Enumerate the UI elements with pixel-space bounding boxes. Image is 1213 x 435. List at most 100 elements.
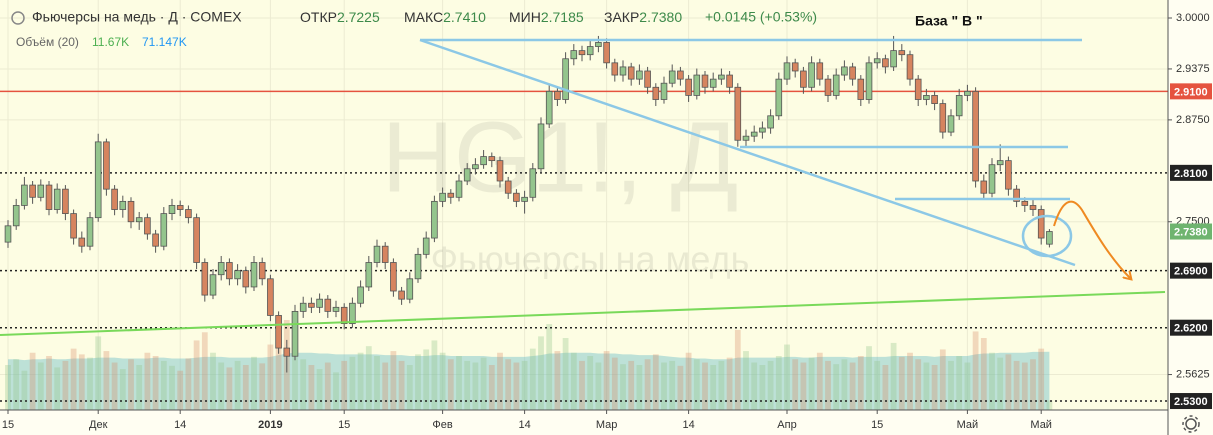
candle-body xyxy=(882,58,889,68)
volume-bar xyxy=(234,360,241,410)
volume-bar xyxy=(95,336,102,410)
candle-body xyxy=(668,70,676,84)
candle-body xyxy=(775,78,783,117)
candle-body xyxy=(29,184,36,198)
volume-bar xyxy=(726,357,733,410)
candle-body xyxy=(209,274,217,296)
candle-body xyxy=(832,74,840,96)
candle-body xyxy=(390,262,397,292)
volume-bar xyxy=(382,362,389,410)
candle-body xyxy=(873,58,881,64)
volume-bar xyxy=(611,357,618,410)
candle-body xyxy=(332,306,340,312)
candle-body xyxy=(21,184,28,206)
candle-body xyxy=(767,115,774,129)
candle-body xyxy=(324,298,332,312)
volume-bar xyxy=(300,359,307,410)
candle-body xyxy=(1037,209,1045,239)
settings-icon[interactable] xyxy=(1182,415,1200,433)
volume-ma-area xyxy=(8,351,1050,410)
settings-gear[interactable] xyxy=(1185,418,1197,430)
candle-body xyxy=(996,160,1004,166)
candle-body xyxy=(972,90,979,182)
x-tick-label: 14 xyxy=(174,419,186,431)
volume-bar xyxy=(447,359,454,410)
candle-body xyxy=(709,78,717,88)
volume-label: Объём (20) xyxy=(16,35,79,49)
candle-body xyxy=(857,78,865,100)
volume-bar xyxy=(37,362,44,410)
x-tick-label: Апр xyxy=(777,419,796,431)
candle-body xyxy=(103,141,110,190)
candle-body xyxy=(693,74,701,96)
volume-bar xyxy=(743,351,749,410)
volume-bar xyxy=(423,349,430,410)
y-tick-label: 2.8750 xyxy=(1176,114,1210,126)
level-label-bg xyxy=(1170,83,1212,100)
volume-bar xyxy=(308,365,315,410)
volume-bar xyxy=(119,369,126,410)
volume-bar xyxy=(29,352,36,410)
volume-bar xyxy=(669,360,676,410)
candle-body xyxy=(463,168,471,182)
volume-bar xyxy=(964,362,971,410)
volume-bar xyxy=(62,360,69,410)
x-tick-label: Май xyxy=(1030,419,1052,431)
x-tick-label: 14 xyxy=(682,419,694,431)
candle-body xyxy=(431,200,438,239)
candle-body xyxy=(644,70,651,88)
series-layer: HG1!, Д Фьючерсы на медь xyxy=(0,0,1168,410)
candle-body xyxy=(504,180,512,194)
volume-bar xyxy=(1021,362,1028,410)
volume-bar xyxy=(1038,348,1045,410)
candle-body xyxy=(439,192,446,202)
settings-gear-teeth[interactable] xyxy=(1182,415,1200,433)
candle-body xyxy=(472,164,479,170)
collapse-icon[interactable] xyxy=(11,11,25,25)
candle-body xyxy=(4,225,12,243)
candle-body xyxy=(70,213,77,239)
candle-body xyxy=(816,62,824,80)
candle-body xyxy=(226,262,233,280)
candle-body xyxy=(939,103,947,133)
volume-bar xyxy=(1046,400,1053,410)
volume-bar xyxy=(439,352,446,410)
candle-body xyxy=(119,200,127,210)
volume-bar xyxy=(652,354,659,410)
candle-body xyxy=(988,164,996,194)
volume-bar xyxy=(718,360,725,410)
candle-body xyxy=(455,180,463,198)
candle-body xyxy=(127,200,135,223)
x-tick-label: Дек xyxy=(89,419,108,431)
volume-bar xyxy=(866,346,872,410)
volume-bar xyxy=(628,360,635,410)
volume-bar xyxy=(923,362,930,410)
y-tick-label: 3.0000 xyxy=(1176,12,1210,24)
volume-value: 11.67K xyxy=(92,35,129,49)
time-axis-background xyxy=(0,410,1168,435)
volume-bar xyxy=(980,338,987,410)
volume-bar xyxy=(365,346,372,410)
volume-bar xyxy=(538,336,544,410)
volume-bar xyxy=(136,365,143,410)
volume-bar xyxy=(710,365,717,410)
candle-body xyxy=(193,217,200,263)
symbol-title: Фьючерсы на медь · Д · COMEX xyxy=(32,9,242,25)
candle-body xyxy=(144,217,151,235)
candle-body xyxy=(414,253,422,280)
volume-bar xyxy=(406,365,413,410)
volume-bar xyxy=(456,356,462,410)
candle-body xyxy=(636,70,643,80)
candle-body xyxy=(627,66,635,80)
trend-line-green xyxy=(0,291,1166,336)
candle-body xyxy=(398,290,405,300)
volume-bar xyxy=(390,351,397,410)
price-axis-background xyxy=(1168,0,1213,435)
candle-body xyxy=(931,95,938,104)
candle-body xyxy=(217,262,225,276)
volume-bar xyxy=(185,358,192,410)
candle-body xyxy=(496,160,504,182)
volume-bar xyxy=(242,365,249,410)
candle-body xyxy=(1046,231,1053,245)
